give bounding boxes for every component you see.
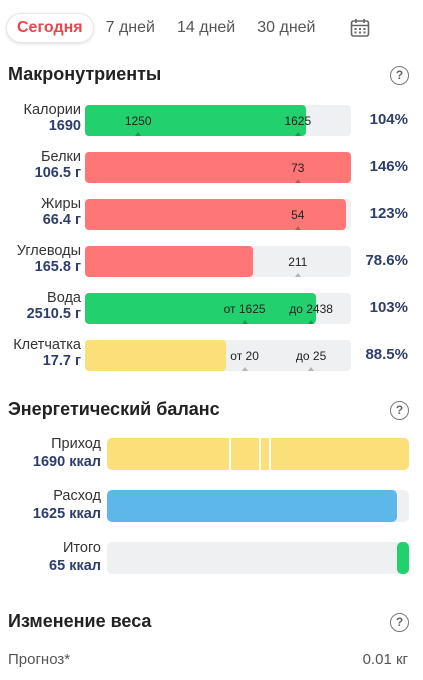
forecast-label: Прогноз* bbox=[8, 651, 71, 668]
energy-bar bbox=[107, 542, 409, 574]
bar-segment-divider bbox=[269, 438, 271, 470]
energy-bar-fill bbox=[396, 542, 409, 574]
macro-bar-tick bbox=[294, 179, 301, 183]
tab-7-days[interactable]: 7 дней bbox=[105, 19, 155, 36]
macro-row-water: Вода 2510.5 г от 1625 до 2438 103% bbox=[0, 290, 423, 330]
macro-bar-target-label: 1250 bbox=[124, 114, 152, 128]
macro-percent: 146% bbox=[369, 158, 408, 175]
macro-bar-target-label: до 2438 bbox=[289, 302, 333, 316]
macro-percent: 123% bbox=[369, 205, 408, 222]
macro-bar-fill bbox=[85, 246, 253, 277]
macro-percent: 78.6% bbox=[365, 252, 408, 269]
macro-bar-target-label: 211 bbox=[288, 255, 308, 269]
macro-label: Клетчатка bbox=[13, 337, 81, 353]
energy-help-icon[interactable]: ? bbox=[390, 401, 409, 420]
macro-bar-fill bbox=[85, 152, 351, 183]
macro-label: Вода bbox=[47, 290, 81, 306]
tab-30-days[interactable]: 30 дней bbox=[257, 19, 316, 36]
macro-label: Белки bbox=[40, 149, 81, 165]
macro-bar-target-label: до 25 bbox=[295, 349, 327, 363]
macros-title: Макронутриенты bbox=[8, 64, 162, 84]
calendar-icon[interactable] bbox=[350, 18, 370, 38]
macro-bar-tick bbox=[135, 132, 142, 136]
macro-row-fiber: Клетчатка 17.7 г от 20 до 25 88.5% bbox=[0, 337, 423, 377]
macro-percent: 103% bbox=[369, 299, 408, 316]
macro-value: 17.7 г bbox=[42, 353, 81, 369]
weight-help-icon[interactable]: ? bbox=[390, 613, 409, 632]
macro-bar: 211 bbox=[85, 246, 351, 277]
macro-bar-tick bbox=[308, 320, 315, 324]
macro-row-protein: Белки 106.5 г 73 146% bbox=[0, 149, 423, 189]
weight-title: Изменение веса bbox=[8, 611, 152, 631]
energy-row-expense: Расход 1625 ккал bbox=[0, 488, 423, 528]
macro-bar-fill bbox=[85, 105, 306, 136]
macro-bar: 54 bbox=[85, 199, 351, 230]
forecast-value: 0.01 кг bbox=[362, 651, 408, 668]
macro-row-calories: Калории 1690 1250 1625 104% bbox=[0, 102, 423, 142]
energy-bar bbox=[107, 490, 409, 522]
macro-value: 165.8 г bbox=[34, 259, 81, 275]
macro-bar-tick bbox=[241, 367, 248, 371]
energy-bar bbox=[107, 438, 409, 470]
macro-bar-tick bbox=[294, 132, 301, 136]
macro-percent: 104% bbox=[369, 111, 408, 128]
macro-bar: от 1625 до 2438 bbox=[85, 293, 351, 324]
tab-14-days[interactable]: 14 дней bbox=[176, 19, 236, 36]
macro-row-fat: Жиры 66.4 г 54 123% bbox=[0, 196, 423, 236]
macro-bar-target-label: от 1625 bbox=[223, 302, 266, 316]
macro-bar-tick bbox=[308, 367, 315, 371]
macro-bar-fill bbox=[85, 199, 346, 230]
energy-row-intake: Приход 1690 ккал bbox=[0, 436, 423, 476]
macro-value: 106.5 г bbox=[34, 165, 81, 181]
macro-percent: 88.5% bbox=[365, 346, 408, 363]
macro-bar-tick bbox=[241, 320, 248, 324]
bar-segment-divider bbox=[229, 438, 231, 470]
period-tabs: Сегодня 7 дней 14 дней 30 дней bbox=[6, 12, 418, 44]
macro-bar-tick bbox=[294, 226, 301, 230]
macro-bar: от 20 до 25 bbox=[85, 340, 351, 371]
macro-bar: 1250 1625 bbox=[85, 105, 351, 136]
macro-bar-target-label: 54 bbox=[291, 208, 305, 222]
energy-label: Итого bbox=[63, 540, 101, 556]
macro-row-carbs: Углеводы 165.8 г 211 78.6% bbox=[0, 243, 423, 283]
macro-bar-fill bbox=[85, 293, 317, 324]
tab-today[interactable]: Сегодня bbox=[6, 13, 94, 43]
energy-bar-fill bbox=[107, 490, 397, 522]
energy-label: Расход bbox=[53, 488, 101, 504]
bar-segment-divider bbox=[259, 438, 261, 470]
energy-value: 1625 ккал bbox=[32, 506, 101, 522]
energy-value: 65 ккал bbox=[49, 558, 101, 574]
macro-value: 2510.5 г bbox=[26, 306, 81, 322]
macro-bar-fill bbox=[85, 340, 226, 371]
energy-row-total: Итого 65 ккал bbox=[0, 540, 423, 580]
macros-help-icon[interactable]: ? bbox=[390, 66, 409, 85]
macro-value: 66.4 г bbox=[42, 212, 81, 228]
macro-value: 1690 bbox=[48, 118, 81, 134]
macro-label: Жиры bbox=[41, 196, 81, 212]
macro-bar-target-label: 73 bbox=[291, 161, 305, 175]
macro-bar-tick bbox=[294, 273, 301, 277]
macro-bar-target-label: от 20 bbox=[230, 349, 259, 363]
macro-bar-target-label: 1625 bbox=[284, 114, 312, 128]
energy-bar-fill bbox=[107, 438, 409, 470]
macro-bar: 73 bbox=[85, 152, 351, 183]
energy-value: 1690 ккал bbox=[32, 454, 101, 470]
macro-label: Углеводы bbox=[16, 243, 81, 259]
energy-label: Приход bbox=[51, 436, 101, 452]
macro-label: Калории bbox=[23, 102, 81, 118]
energy-title: Энергетический баланс bbox=[8, 399, 220, 419]
